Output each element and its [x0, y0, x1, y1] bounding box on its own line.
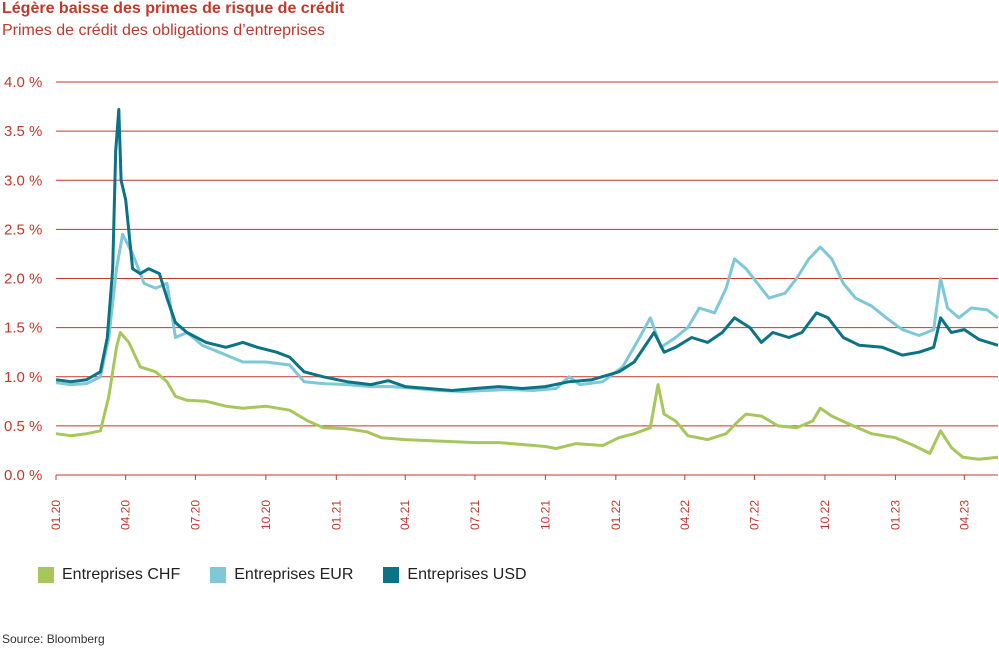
- series-line-chf: [55, 331, 999, 461]
- x-tick-label: 04.23: [957, 500, 971, 530]
- y-tick-label: 0.0 %: [4, 467, 42, 484]
- y-tick-label: 0.5 %: [4, 418, 42, 435]
- y-tick-label: 2.0 %: [4, 271, 42, 288]
- legend-label-chf: Entreprises CHF: [62, 566, 181, 583]
- y-tick-label: 3.5 %: [4, 123, 42, 140]
- series-line-eur: [55, 232, 999, 393]
- legend-item-eur: Entreprises EUR: [210, 566, 353, 584]
- chart-title: Légère baisse des primes de risque de cr…: [2, 0, 345, 17]
- chart-subtitle: Primes de crédit des obligations d’entre…: [2, 22, 325, 39]
- y-tick-label: 4.0 %: [4, 74, 42, 91]
- x-tick-label: 10.20: [259, 500, 273, 530]
- x-tick-label: 07.20: [188, 500, 202, 530]
- x-tick-label: 07.22: [747, 500, 761, 530]
- y-tick-label: 1.0 %: [4, 369, 42, 386]
- x-tick-label: 01.21: [329, 500, 343, 530]
- x-tick-label: 04.20: [119, 500, 133, 530]
- x-tick-label: 01.23: [888, 500, 902, 530]
- legend-item-usd: Entreprises USD: [383, 566, 527, 584]
- y-tick-label: 3.0 %: [4, 172, 42, 189]
- x-tick-label: 07.21: [468, 500, 482, 530]
- series-line-usd: [55, 108, 999, 392]
- legend-label-usd: Entreprises USD: [407, 566, 527, 583]
- x-tick-label: 10.21: [538, 500, 552, 530]
- line-chart: 0.0 % 0.5 % 1.0 % 1.5 % 2.0 % 2.5 % 3.0 % 3.5 %…: [4, 74, 999, 530]
- x-tick-label: 04.21: [398, 500, 412, 530]
- y-tick-label: 2.5 %: [4, 221, 42, 238]
- x-tick-label: 10.22: [818, 500, 832, 530]
- legend-label-eur: Entreprises EUR: [234, 566, 354, 583]
- x-tick-label: 01.20: [49, 500, 63, 530]
- x-tick-label: 01.22: [609, 500, 623, 530]
- y-tick-label: 1.5 %: [4, 320, 42, 337]
- legend-swatch-eur: [210, 567, 227, 583]
- legend-item-chf: Entreprises CHF: [38, 566, 180, 584]
- legend-swatch-chf: [38, 567, 54, 583]
- legend: Entreprises CHF Entreprises EUR Entrepri…: [38, 566, 557, 584]
- x-tick-label: 04.22: [678, 500, 692, 530]
- legend-swatch-usd: [383, 567, 400, 583]
- source-note: Source: Bloomberg: [2, 632, 105, 646]
